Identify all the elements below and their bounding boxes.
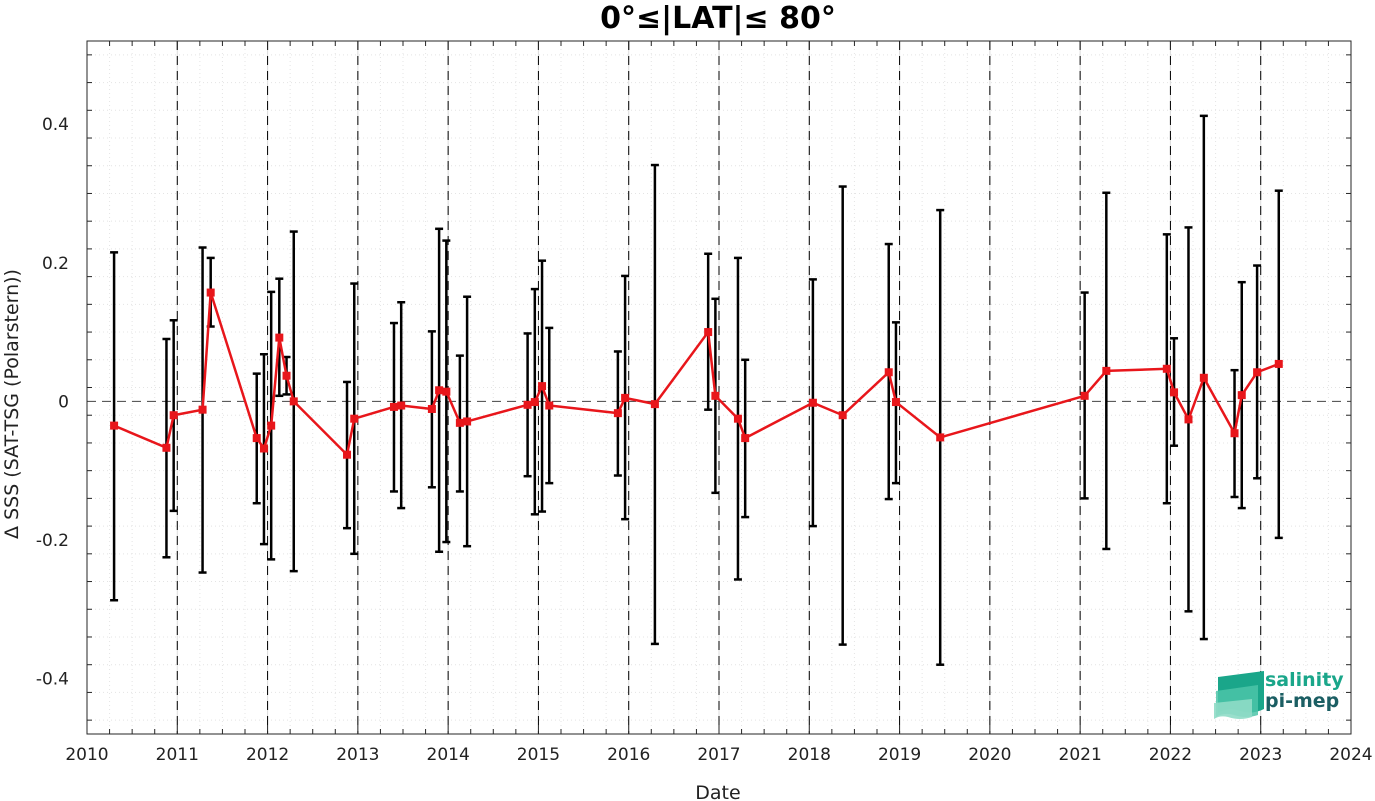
y-axis-label: Δ SSS (SAT-TSG (Polarstern)): [1, 269, 23, 539]
data-point-marker: [1230, 429, 1239, 438]
data-point-marker: [289, 397, 298, 406]
data-point-marker: [275, 333, 284, 342]
x-tick-label: 2022: [1149, 745, 1192, 765]
data-point-marker: [936, 433, 945, 442]
data-point-marker: [198, 405, 207, 414]
x-tick-label: 2011: [156, 745, 199, 765]
data-point-marker: [650, 400, 659, 409]
y-tick-label: -0.2: [36, 531, 69, 551]
data-point-marker: [1080, 391, 1089, 400]
data-point-marker: [621, 393, 630, 402]
logo-text-salinity: salinity: [1265, 669, 1344, 691]
y-tick-label: 0.2: [42, 254, 69, 274]
x-tick-labels: 2010 2011 2012 2013 2014 2015 2016 2017 2018 2019…: [65, 745, 1372, 765]
data-point-marker: [259, 444, 268, 453]
data-point-marker: [1199, 373, 1208, 382]
x-tick-label: 2021: [1059, 745, 1102, 765]
x-tick-label: 2016: [607, 745, 650, 765]
data-point-marker: [1274, 359, 1283, 368]
data-point-marker: [1170, 388, 1179, 397]
salinity-pi-mep-logo: salinity pi-mep: [1214, 669, 1344, 719]
axis-ticks: [86, 41, 1352, 734]
data-point-marker: [435, 386, 444, 395]
data-point-marker: [838, 411, 847, 420]
data-point-marker: [711, 391, 720, 400]
x-tick-label: 2015: [517, 745, 560, 765]
data-point-marker: [463, 417, 472, 426]
data-point-marker: [252, 434, 261, 443]
data-point-marker: [613, 409, 622, 418]
data-point-marker: [442, 387, 451, 396]
data-point-marker: [704, 328, 713, 337]
y-tick-label: 0.4: [42, 115, 69, 135]
x-tick-label: 2013: [336, 745, 379, 765]
data-point-marker: [530, 398, 539, 407]
y-tick-label: 0: [58, 392, 69, 412]
y-tick-labels: -0.4 -0.2 0 0.2 0.4: [36, 115, 69, 689]
x-tick-label: 2012: [246, 745, 289, 765]
data-point-marker: [545, 401, 554, 410]
series-markers: [110, 288, 1283, 459]
data-point-marker: [891, 398, 900, 407]
data-point-marker: [733, 414, 742, 423]
y-tick-label: -0.4: [36, 670, 69, 690]
data-point-marker: [455, 418, 464, 427]
x-tick-label: 2023: [1239, 745, 1282, 765]
data-point-marker: [523, 400, 532, 409]
x-tick-label: 2018: [788, 745, 831, 765]
data-point-marker: [741, 434, 750, 443]
data-point-marker: [169, 411, 178, 420]
data-point-marker: [1184, 415, 1193, 424]
data-point-marker: [427, 404, 436, 413]
x-tick-label: 2019: [878, 745, 921, 765]
data-point-marker: [350, 414, 359, 423]
series-line: [113, 292, 1280, 458]
data-point-marker: [1237, 391, 1246, 400]
data-point-marker: [1253, 368, 1262, 377]
x-tick-label: 2017: [697, 745, 740, 765]
data-point-marker: [110, 421, 119, 430]
x-tick-label: 2024: [1329, 745, 1372, 765]
data-point-marker: [538, 382, 547, 391]
x-tick-label: 2020: [968, 745, 1011, 765]
data-point-marker: [884, 368, 893, 377]
logo-text-pi-mep: pi-mep: [1265, 690, 1339, 712]
data-point-marker: [206, 288, 215, 297]
data-point-marker: [808, 398, 817, 407]
data-point-marker: [397, 401, 406, 410]
chart-title: 0°≤|LAT|≤ 80°: [600, 1, 836, 36]
data-point-marker: [343, 450, 352, 459]
data-point-marker: [282, 371, 291, 380]
data-point-marker: [1162, 364, 1171, 373]
wave-logo-icon: [1214, 671, 1264, 719]
x-tick-label: 2014: [427, 745, 470, 765]
error-bars: [110, 114, 1283, 666]
data-point-marker: [389, 402, 398, 411]
data-point-marker: [1102, 366, 1111, 375]
data-point-marker: [267, 421, 276, 430]
x-tick-label: 2010: [65, 745, 108, 765]
data-point-marker: [162, 443, 171, 452]
x-axis-label: Date: [695, 782, 740, 801]
